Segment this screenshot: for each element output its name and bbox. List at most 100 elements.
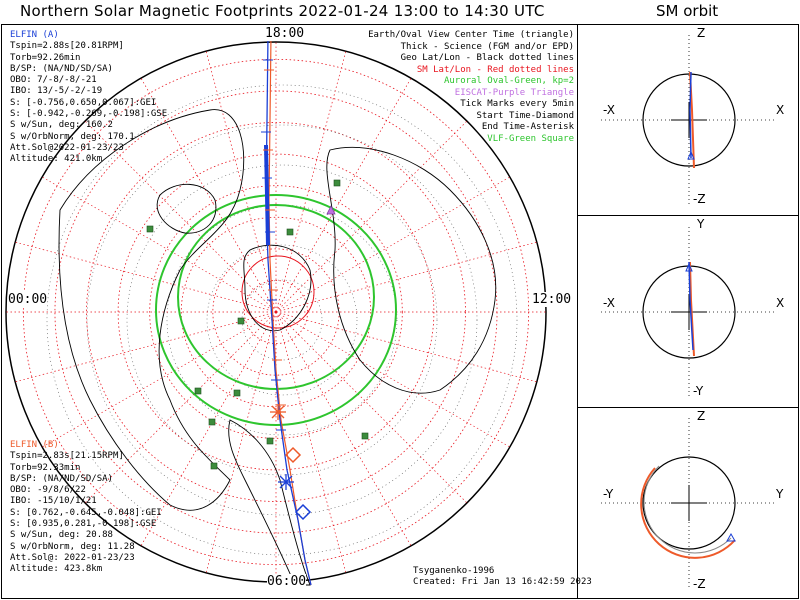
orbit3-earth <box>642 456 736 550</box>
legend-entry: EISCAT-Purple Triangle <box>454 87 574 98</box>
elfin-a-line: B/SP: (NA/ND/SD/SA) <box>10 63 113 74</box>
vlf-station <box>333 179 341 187</box>
orbit2-bottom-label: -Y <box>693 384 704 398</box>
auroral-oval-poleward <box>177 204 375 390</box>
orbit1-right-label: X <box>776 103 785 117</box>
orbit3-top-label: Z <box>697 409 706 423</box>
mlt-spoke <box>275 241 537 313</box>
legend-entry: Auroral Oval-Green, kp=2 <box>443 76 574 86</box>
elfin-b-line: S: [0.935,0.281,-0.198]:GSE <box>10 519 157 530</box>
mlt-spoke <box>275 77 412 313</box>
elfin-a-science-segment <box>264 144 270 246</box>
orbit3-left-label: -Y <box>603 487 614 501</box>
auroral-oval-equatorward <box>155 194 397 426</box>
mlt-spoke <box>275 120 468 313</box>
elfin-a-line: OBO: 7/-8/-8/-21 <box>10 75 97 86</box>
sm-latitude-ring <box>149 185 403 439</box>
mlt-spoke <box>41 311 277 448</box>
continent-outline <box>243 244 312 332</box>
orbit3-frame <box>577 407 799 599</box>
vlf-station <box>194 387 202 395</box>
vlf-station <box>208 418 216 426</box>
orbit3-right-label: Y <box>776 487 784 501</box>
geo-latitude-ring <box>206 244 358 396</box>
mlt-spoke <box>275 51 347 313</box>
elfin-a-line: S w/Sun, deg: 160.2 <box>10 120 113 131</box>
asterisk-stroke <box>279 475 293 489</box>
legend-entry: VLF-Green Square <box>487 133 574 144</box>
orbit1-start-triangle <box>687 150 695 160</box>
chart-title: Northern Solar Magnetic Footprints 2022-… <box>20 2 545 20</box>
elfin-a-line: IBO: 13/-5/-2/-19 <box>10 86 103 97</box>
elfin-b-header: ELFIN (B) <box>10 440 59 450</box>
sm-latitude-ring <box>117 153 435 471</box>
mlt-spoke <box>84 311 277 504</box>
continent-outline <box>58 109 245 511</box>
mlt-spoke <box>140 77 277 313</box>
mlt-spoke <box>275 311 347 573</box>
continent-outline <box>156 183 217 234</box>
orbit1-left-label: -X <box>603 103 615 117</box>
orbit1-bottom-label: -Z <box>693 192 706 206</box>
mlt-spoke <box>41 176 277 313</box>
elfin-b-line: Att.Sol@: 2022-01-23/23 <box>10 552 135 563</box>
mlt-spoke <box>275 311 412 547</box>
orbit3-elfin-b <box>640 467 736 559</box>
elfin-b-line: OBO: -9/8/6/22 <box>10 485 86 496</box>
sm-latitude-ring <box>180 216 372 408</box>
elfin-b-line: IBO: -15/10/1/21 <box>10 496 97 507</box>
vlf-station <box>286 228 294 236</box>
orbit2-right-label: X <box>776 296 785 310</box>
elfin-b-end-asterisk <box>270 404 286 420</box>
orbit3-elfin-a <box>643 465 732 554</box>
vlf-station <box>361 432 369 440</box>
legend-entry: Earth/Oval View Center Time (triangle) <box>368 30 574 40</box>
mlt-label-bottom: 06:00 <box>267 574 307 589</box>
continent-outline <box>326 146 497 394</box>
legend-entry: SM Lat/Lon - Red dotted lines <box>416 64 574 75</box>
elfin-a-line: S: [-0.942,-0.269,-0.198]:GSE <box>10 109 168 120</box>
orbit3-bottom-label: -Z <box>693 577 706 591</box>
vlf-station <box>233 389 241 397</box>
mlt-spoke <box>15 241 277 313</box>
elfin-a-line: Att.Sol@2022-01-23/23 <box>10 142 124 153</box>
elfin-a-line: Torb=92.26min <box>10 52 81 63</box>
vlf-station <box>237 317 245 325</box>
asterisk-stroke <box>271 405 285 419</box>
legend-entry: Start Time-Diamond <box>476 110 574 121</box>
orbit2-elfin-b <box>689 261 695 357</box>
mlt-label-top: 18:00 <box>265 26 305 41</box>
mlt-spoke <box>15 311 277 383</box>
credits: Tsyganenko-1996 Created: Fri Jan 13 16:4… <box>413 566 592 589</box>
legend-entry: Thick - Science (FGM and/or EPD) <box>400 41 574 52</box>
mlt-spoke <box>140 311 277 547</box>
elfin-b-start-diamond <box>284 446 302 464</box>
elfin-a-end-asterisk <box>278 474 294 490</box>
credits-created: Created: Fri Jan 13 16:42:59 2023 <box>413 577 592 588</box>
continent-outline <box>228 419 311 586</box>
elfin-b-line: S: [0.762,-0.645,-0.048]:GEI <box>10 507 162 518</box>
legend-entry: Tick Marks every 5min <box>460 99 574 109</box>
geo-latitude-ring <box>86 124 478 516</box>
orbit1-earth <box>642 73 736 167</box>
sm-orbit-title: SM orbit <box>656 2 719 20</box>
mlt-spoke <box>275 176 511 313</box>
orbit1-elfin-a <box>689 71 692 159</box>
elfin-a-start-diamond <box>294 503 312 521</box>
mlt-spoke <box>275 311 511 448</box>
orbit3-start-triangle <box>726 532 736 542</box>
mlt-spoke <box>275 311 537 383</box>
mlt-spoke <box>205 51 277 313</box>
orbit2-start-triangle <box>685 262 693 272</box>
vlf-station <box>146 225 154 233</box>
geo-latitude-ring <box>241 279 323 361</box>
elfin-b-line: Torb=92.33min <box>10 462 81 473</box>
vlf-station <box>210 462 218 470</box>
elfin-b-line: S w/OrbNorm, deg: 11.28 <box>10 541 135 552</box>
mlt-spoke <box>275 311 468 504</box>
elfin-b-track <box>268 34 312 586</box>
elfin-b-line: Altitude: 423.8km <box>10 564 103 575</box>
orbit2-left-label: -X <box>603 296 615 310</box>
vlf-station <box>266 437 274 445</box>
